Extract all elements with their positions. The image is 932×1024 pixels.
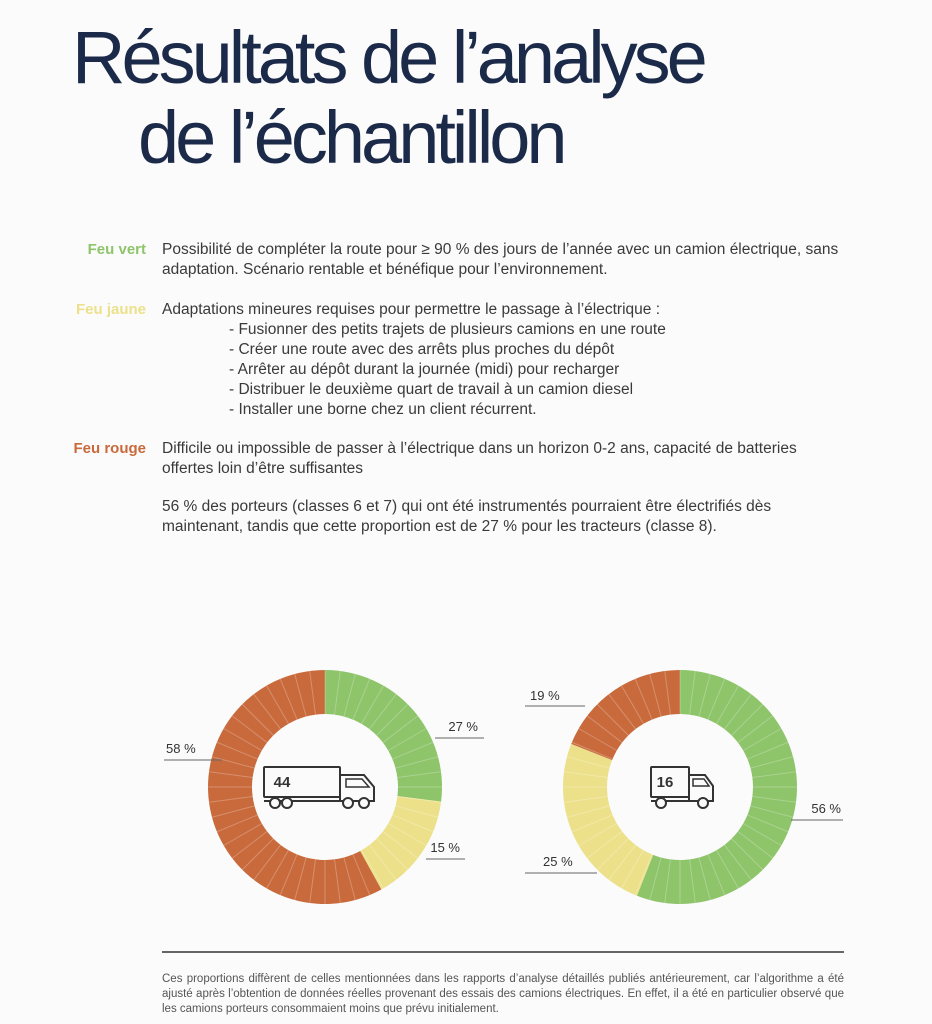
page-title-line-1: Résultats de l’analyse bbox=[72, 18, 704, 98]
adaptation-item: Fusionner des petits trajets de plusieur… bbox=[229, 320, 852, 340]
footnote-text: Ces proportions diffèrent de celles ment… bbox=[162, 972, 844, 1017]
legend-red-text: Difficile ou impossible de passer à l’él… bbox=[162, 439, 852, 479]
data-label-green: 56 % bbox=[811, 801, 841, 816]
footnote-divider bbox=[162, 951, 844, 953]
donut-chart-tractors-svg: 44 27 % 15 % 58 % bbox=[150, 655, 500, 915]
legend-green-label: Feu vert bbox=[88, 240, 146, 260]
page-title-line-2: de l’échantillon bbox=[72, 98, 704, 178]
ring-ticks bbox=[208, 670, 442, 904]
adaptation-item: Distribuer le deuxième quart de travail … bbox=[229, 380, 852, 400]
donut-ring bbox=[208, 670, 442, 904]
ring-ticks bbox=[563, 670, 797, 904]
data-label-yellow: 25 % bbox=[543, 854, 573, 869]
donut-chart-porteurs: 16 56 % 25 % 19 % bbox=[525, 655, 855, 920]
donut-ring bbox=[563, 670, 797, 904]
adaptation-list: Fusionner des petits trajets de plusieur… bbox=[162, 320, 852, 420]
center-label: 44 bbox=[274, 774, 291, 791]
legend-red-label: Feu rouge bbox=[73, 439, 146, 459]
segment-feu-vert bbox=[325, 670, 442, 802]
data-label-green: 27 % bbox=[448, 719, 478, 734]
center-label: 16 bbox=[657, 774, 674, 791]
adaptation-item: Installer une borne chez un client récur… bbox=[229, 400, 852, 420]
segment-feu-rouge bbox=[571, 670, 680, 760]
legend-green-text: Possibilité de compléter la route pour ≥… bbox=[162, 240, 852, 280]
donut-chart-tractors: 44 27 % 15 % 58 % bbox=[150, 655, 500, 920]
summary-text: 56 % des porteurs (classes 6 et 7) qui o… bbox=[162, 497, 852, 537]
adaptation-item: Arrêter au dépôt durant la journée (midi… bbox=[229, 360, 852, 380]
page-title: Résultats de l’analyse de l’échantillon bbox=[72, 18, 704, 178]
data-label-red: 58 % bbox=[166, 741, 196, 756]
legend-yellow-label: Feu jaune bbox=[76, 300, 146, 320]
donut-chart-porteurs-svg: 16 56 % 25 % 19 % bbox=[525, 655, 855, 915]
data-label-yellow: 15 % bbox=[430, 840, 460, 855]
legend-yellow-text: Adaptations mineures requises pour perme… bbox=[162, 300, 852, 420]
data-label-red: 19 % bbox=[530, 688, 560, 703]
adaptation-item: Créer une route avec des arrêts plus pro… bbox=[229, 340, 852, 360]
